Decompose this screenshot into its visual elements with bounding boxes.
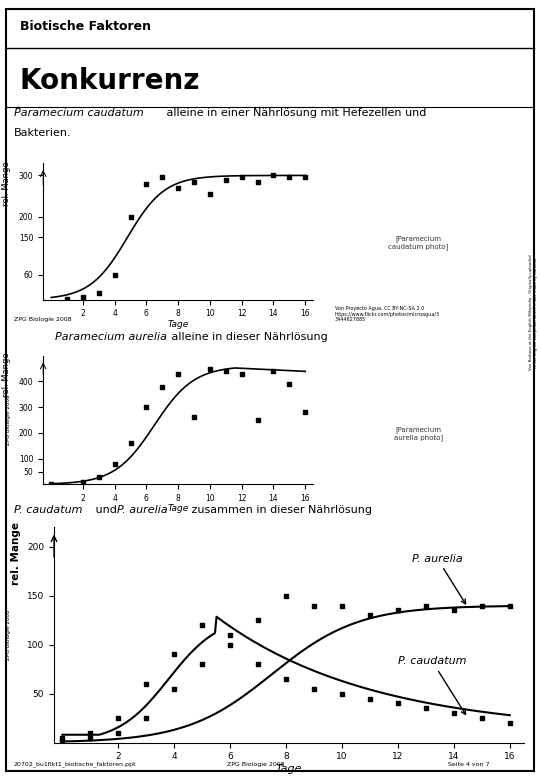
Y-axis label: rel. Mange: rel. Mange	[2, 161, 11, 206]
Point	[79, 476, 87, 488]
Point	[366, 609, 374, 622]
Point	[301, 406, 309, 419]
Point	[238, 172, 246, 184]
Point	[114, 726, 123, 739]
Text: alleine in dieser Nährlösung: alleine in dieser Nährlösung	[168, 332, 328, 342]
Point	[505, 599, 514, 612]
Point	[422, 702, 430, 714]
Text: Konkurrenz: Konkurrenz	[19, 66, 200, 94]
Point	[226, 629, 234, 641]
Text: Bakterien.: Bakterien.	[14, 128, 71, 138]
Point	[190, 411, 198, 424]
Point	[126, 437, 135, 449]
Point	[198, 619, 206, 631]
Text: [Paramecium
aurelia photo]: [Paramecium aurelia photo]	[394, 427, 443, 441]
Point	[394, 697, 402, 710]
Point	[94, 470, 103, 483]
Point	[190, 176, 198, 188]
Text: und: und	[92, 505, 120, 515]
Point	[301, 172, 309, 184]
Text: B: B	[468, 53, 504, 98]
Point	[206, 188, 214, 200]
Point	[142, 678, 151, 690]
Point	[158, 381, 167, 393]
Point	[79, 291, 87, 303]
X-axis label: Tage: Tage	[275, 764, 302, 774]
Point	[338, 599, 346, 612]
Point	[142, 178, 151, 190]
Point	[63, 292, 71, 305]
Point	[110, 268, 119, 281]
Text: Von Proyecto Agua, CC BY-NC-SA 2.0
https://www.flickr.com/photos/microagua/3
344: Von Proyecto Agua, CC BY-NC-SA 2.0 https…	[335, 306, 440, 322]
Text: ZPG Biologie 2008: ZPG Biologie 2008	[14, 317, 71, 321]
Text: zusammen in dieser Nährlösung: zusammen in dieser Nährlösung	[188, 505, 372, 515]
Point	[114, 712, 123, 725]
X-axis label: Tage: Tage	[167, 320, 189, 328]
Text: ZPG Biologie 2008: ZPG Biologie 2008	[6, 395, 11, 445]
Point	[253, 176, 262, 188]
Point	[338, 687, 346, 700]
Point	[58, 734, 67, 746]
Point	[86, 732, 94, 744]
Point	[94, 287, 103, 300]
Point	[47, 477, 56, 490]
Text: ZPG Biologie 2008: ZPG Biologie 2008	[6, 610, 11, 660]
Text: Seite 4 von 7: Seite 4 von 7	[448, 762, 490, 767]
Point	[310, 682, 319, 695]
Text: [Paramecium
caudatum photo]: [Paramecium caudatum photo]	[388, 236, 449, 250]
Point	[221, 173, 230, 186]
Text: P. caudatum: P. caudatum	[14, 505, 82, 515]
Point	[285, 172, 294, 184]
Point	[254, 614, 262, 626]
Text: Von Barbosa at the English Wikipedia - Originally uploaded
to the English Wikipe: Von Barbosa at the English Wikipedia - O…	[529, 254, 538, 370]
Text: P. aurelia: P. aurelia	[412, 554, 465, 604]
Point	[170, 682, 179, 695]
Point	[310, 599, 319, 612]
Text: Paramecium caudatum: Paramecium caudatum	[14, 108, 143, 119]
Point	[422, 599, 430, 612]
X-axis label: Tage: Tage	[167, 505, 189, 513]
Text: 20702_bu1fikt1_biotische_faktoren.ppt: 20702_bu1fikt1_biotische_faktoren.ppt	[14, 761, 136, 768]
Y-axis label: rel. Mange: rel. Mange	[2, 353, 11, 397]
Point	[174, 367, 183, 380]
Point	[238, 367, 246, 380]
Point	[174, 182, 183, 194]
Text: P. caudatum: P. caudatum	[398, 656, 467, 714]
Point	[282, 672, 291, 685]
Point	[170, 648, 179, 661]
Text: ZPG Biologie 2008: ZPG Biologie 2008	[227, 762, 284, 767]
Point	[110, 458, 119, 470]
Point	[450, 604, 458, 617]
Point	[198, 658, 206, 671]
Point	[282, 590, 291, 602]
Y-axis label: rel. Mange: rel. Mange	[11, 522, 21, 585]
Point	[126, 211, 135, 223]
Point	[477, 712, 486, 725]
Text: alleine in einer Nährlösung mit Hefezellen und: alleine in einer Nährlösung mit Hefezell…	[163, 108, 426, 119]
Point	[269, 169, 278, 182]
Point	[254, 658, 262, 671]
Point	[226, 639, 234, 651]
Point	[394, 604, 402, 617]
Text: P. aurelia: P. aurelia	[117, 505, 168, 515]
Point	[86, 726, 94, 739]
Point	[58, 732, 67, 744]
Point	[366, 693, 374, 705]
Text: Station: Station	[464, 26, 509, 36]
Point	[253, 414, 262, 427]
Point	[269, 365, 278, 378]
Point	[477, 599, 486, 612]
Text: Biotische Faktoren: Biotische Faktoren	[19, 20, 151, 33]
Point	[142, 712, 151, 725]
Point	[206, 363, 214, 375]
Point	[158, 172, 167, 184]
Point	[142, 401, 151, 413]
Point	[221, 365, 230, 378]
Point	[450, 707, 458, 719]
Point	[285, 378, 294, 390]
Point	[505, 717, 514, 729]
Text: Paramecium aurelia: Paramecium aurelia	[56, 332, 167, 342]
